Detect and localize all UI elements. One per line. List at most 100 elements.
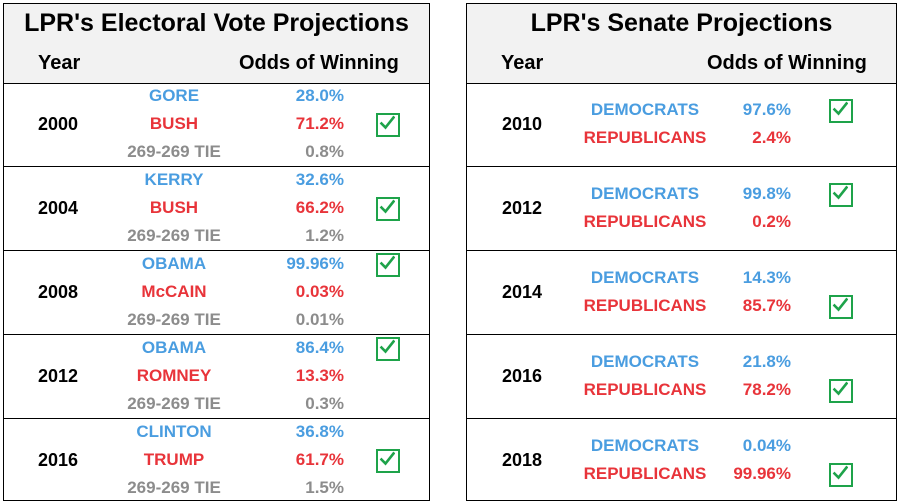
checkbox-check-icon <box>829 295 853 319</box>
checkbox-check-icon <box>829 99 853 123</box>
electoral-year-label: 2016 <box>38 450 79 470</box>
check-mark-icon <box>832 101 848 116</box>
senate-row-2018: 2018 DEMOCRATS 0.04% REPUBLICANS 99.96% <box>467 419 896 503</box>
electoral-odds-value: 0.01% <box>295 310 344 329</box>
electoral-odds-column-header: Odds of Winning <box>239 52 399 74</box>
checkbox-check-icon <box>829 379 853 403</box>
electoral-year-label: 2004 <box>38 198 79 218</box>
electoral-year-label: 2008 <box>38 282 79 302</box>
senate-odds-value: 78.2% <box>742 380 791 399</box>
senate-candidate-name: DEMOCRATS <box>590 436 700 455</box>
senate-odds-column-header: Odds of Winning <box>707 52 867 74</box>
electoral-year-label: 2012 <box>38 366 79 386</box>
check-mark-icon <box>379 339 395 354</box>
electoral-candidate-name: 269-269 TIE <box>127 226 221 245</box>
electoral-odds-value: 1.2% <box>305 226 344 245</box>
senate-table-title: LPR's Senate Projections <box>530 9 833 37</box>
checkbox-check-icon <box>376 197 400 221</box>
senate-year-label: 2012 <box>502 198 543 218</box>
senate-candidate-name: DEMOCRATS <box>590 268 700 287</box>
electoral-odds-value: 61.7% <box>295 450 344 469</box>
electoral-row-2004: 2004 KERRY 32.6% BUSH 66.2% 269-269 TIE 1.2% <box>4 167 429 251</box>
electoral-odds-value: 86.4% <box>295 338 344 357</box>
electoral-odds-value: 71.2% <box>295 114 344 133</box>
checkbox-check-icon <box>829 183 853 207</box>
electoral-odds-value: 36.8% <box>295 422 344 441</box>
senate-candidate-name: REPUBLICANS <box>583 380 707 399</box>
electoral-year-column-header: Year <box>38 52 81 74</box>
check-mark-icon <box>379 199 395 214</box>
senate-odds-value: 14.3% <box>742 268 791 287</box>
senate-row-2014: 2014 DEMOCRATS 14.3% REPUBLICANS 85.7% <box>467 251 896 335</box>
senate-year-label: 2018 <box>502 450 543 470</box>
electoral-odds-value: 0.8% <box>305 142 344 161</box>
senate-year-label: 2010 <box>502 114 543 134</box>
electoral-row-2008: 2008 OBAMA 99.96% McCAIN 0.03% 269-269 TIE 0.0… <box>4 251 429 335</box>
electoral-odds-value: 32.6% <box>295 170 344 189</box>
electoral-candidate-name: CLINTON <box>136 422 212 441</box>
electoral-candidate-name: BUSH <box>149 114 199 133</box>
senate-row-2012: 2012 DEMOCRATS 99.8% REPUBLICANS 0.2% <box>467 167 896 251</box>
check-mark-icon <box>832 465 848 480</box>
electoral-odds-value: 0.03% <box>295 282 344 301</box>
electoral-candidate-name: 269-269 TIE <box>127 142 221 161</box>
electoral-odds-value: 99.96% <box>286 254 344 273</box>
checkbox-check-icon <box>376 337 400 361</box>
electoral-odds-value: 1.5% <box>305 478 344 497</box>
check-mark-icon <box>379 255 395 270</box>
senate-odds-value: 99.96% <box>733 464 791 483</box>
electoral-row-2000: 2000 GORE 28.0% BUSH 71.2% 269-269 TIE 0.8% <box>4 83 429 167</box>
senate-candidate-name: REPUBLICANS <box>583 464 707 483</box>
electoral-candidate-name: OBAMA <box>141 338 207 357</box>
electoral-candidate-name: 269-269 TIE <box>127 478 221 497</box>
senate-candidate-name: DEMOCRATS <box>590 100 700 119</box>
senate-candidate-name: DEMOCRATS <box>590 184 700 203</box>
electoral-candidate-name: McCAIN <box>141 282 207 301</box>
checkbox-check-icon <box>829 463 853 487</box>
electoral-row-2016: 2016 CLINTON 36.8% TRUMP 61.7% 269-269 TIE 1.5… <box>4 419 429 503</box>
checkbox-check-icon <box>376 253 400 277</box>
senate-candidate-name: DEMOCRATS <box>590 352 700 371</box>
senate-candidate-name: REPUBLICANS <box>583 296 707 315</box>
senate-year-label: 2016 <box>502 366 543 386</box>
electoral-candidate-name: OBAMA <box>141 254 207 273</box>
electoral-candidate-name: 269-269 TIE <box>127 394 221 413</box>
electoral-candidate-name: GORE <box>148 86 200 105</box>
checkbox-check-icon <box>376 113 400 137</box>
check-mark-icon <box>832 297 848 312</box>
electoral-table-header: LPR's Electoral Vote Projections Year Od… <box>4 4 429 84</box>
senate-odds-value: 99.8% <box>742 184 791 203</box>
electoral-odds-value: 66.2% <box>295 198 344 217</box>
electoral-year-label: 2000 <box>38 114 79 134</box>
senate-odds-value: 21.8% <box>742 352 791 371</box>
electoral-projections-table: LPR's Electoral Vote Projections Year Od… <box>3 3 430 501</box>
electoral-odds-value: 0.3% <box>305 394 344 413</box>
check-mark-icon <box>379 115 395 130</box>
senate-year-label: 2014 <box>502 282 543 302</box>
check-mark-icon <box>379 451 395 466</box>
electoral-odds-value: 13.3% <box>295 366 344 385</box>
senate-projections-table: LPR's Senate Projections Year Odds of Wi… <box>466 3 897 501</box>
senate-odds-value: 0.2% <box>752 212 791 231</box>
electoral-candidate-name: 269-269 TIE <box>127 310 221 329</box>
senate-row-2010: 2010 DEMOCRATS 97.6% REPUBLICANS 2.4% <box>467 83 896 167</box>
electoral-candidate-name: TRUMP <box>143 450 205 469</box>
senate-table-header: LPR's Senate Projections Year Odds of Wi… <box>467 4 896 84</box>
electoral-candidate-name: ROMNEY <box>136 366 212 385</box>
electoral-candidate-name: BUSH <box>149 198 199 217</box>
senate-candidate-name: REPUBLICANS <box>583 128 707 147</box>
electoral-odds-value: 28.0% <box>295 86 344 105</box>
senate-candidate-name: REPUBLICANS <box>583 212 707 231</box>
checkbox-check-icon <box>376 449 400 473</box>
electoral-table-title: LPR's Electoral Vote Projections <box>24 9 409 37</box>
check-mark-icon <box>832 185 848 200</box>
electoral-row-2012: 2012 OBAMA 86.4% ROMNEY 13.3% 269-269 TIE 0.3% <box>4 335 429 419</box>
senate-odds-value: 97.6% <box>742 100 791 119</box>
check-mark-icon <box>832 381 848 396</box>
electoral-candidate-name: KERRY <box>144 170 204 189</box>
senate-row-2016: 2016 DEMOCRATS 21.8% REPUBLICANS 78.2% <box>467 335 896 419</box>
senate-odds-value: 0.04% <box>742 436 791 455</box>
senate-year-column-header: Year <box>501 52 544 74</box>
senate-odds-value: 2.4% <box>752 128 791 147</box>
senate-odds-value: 85.7% <box>742 296 791 315</box>
